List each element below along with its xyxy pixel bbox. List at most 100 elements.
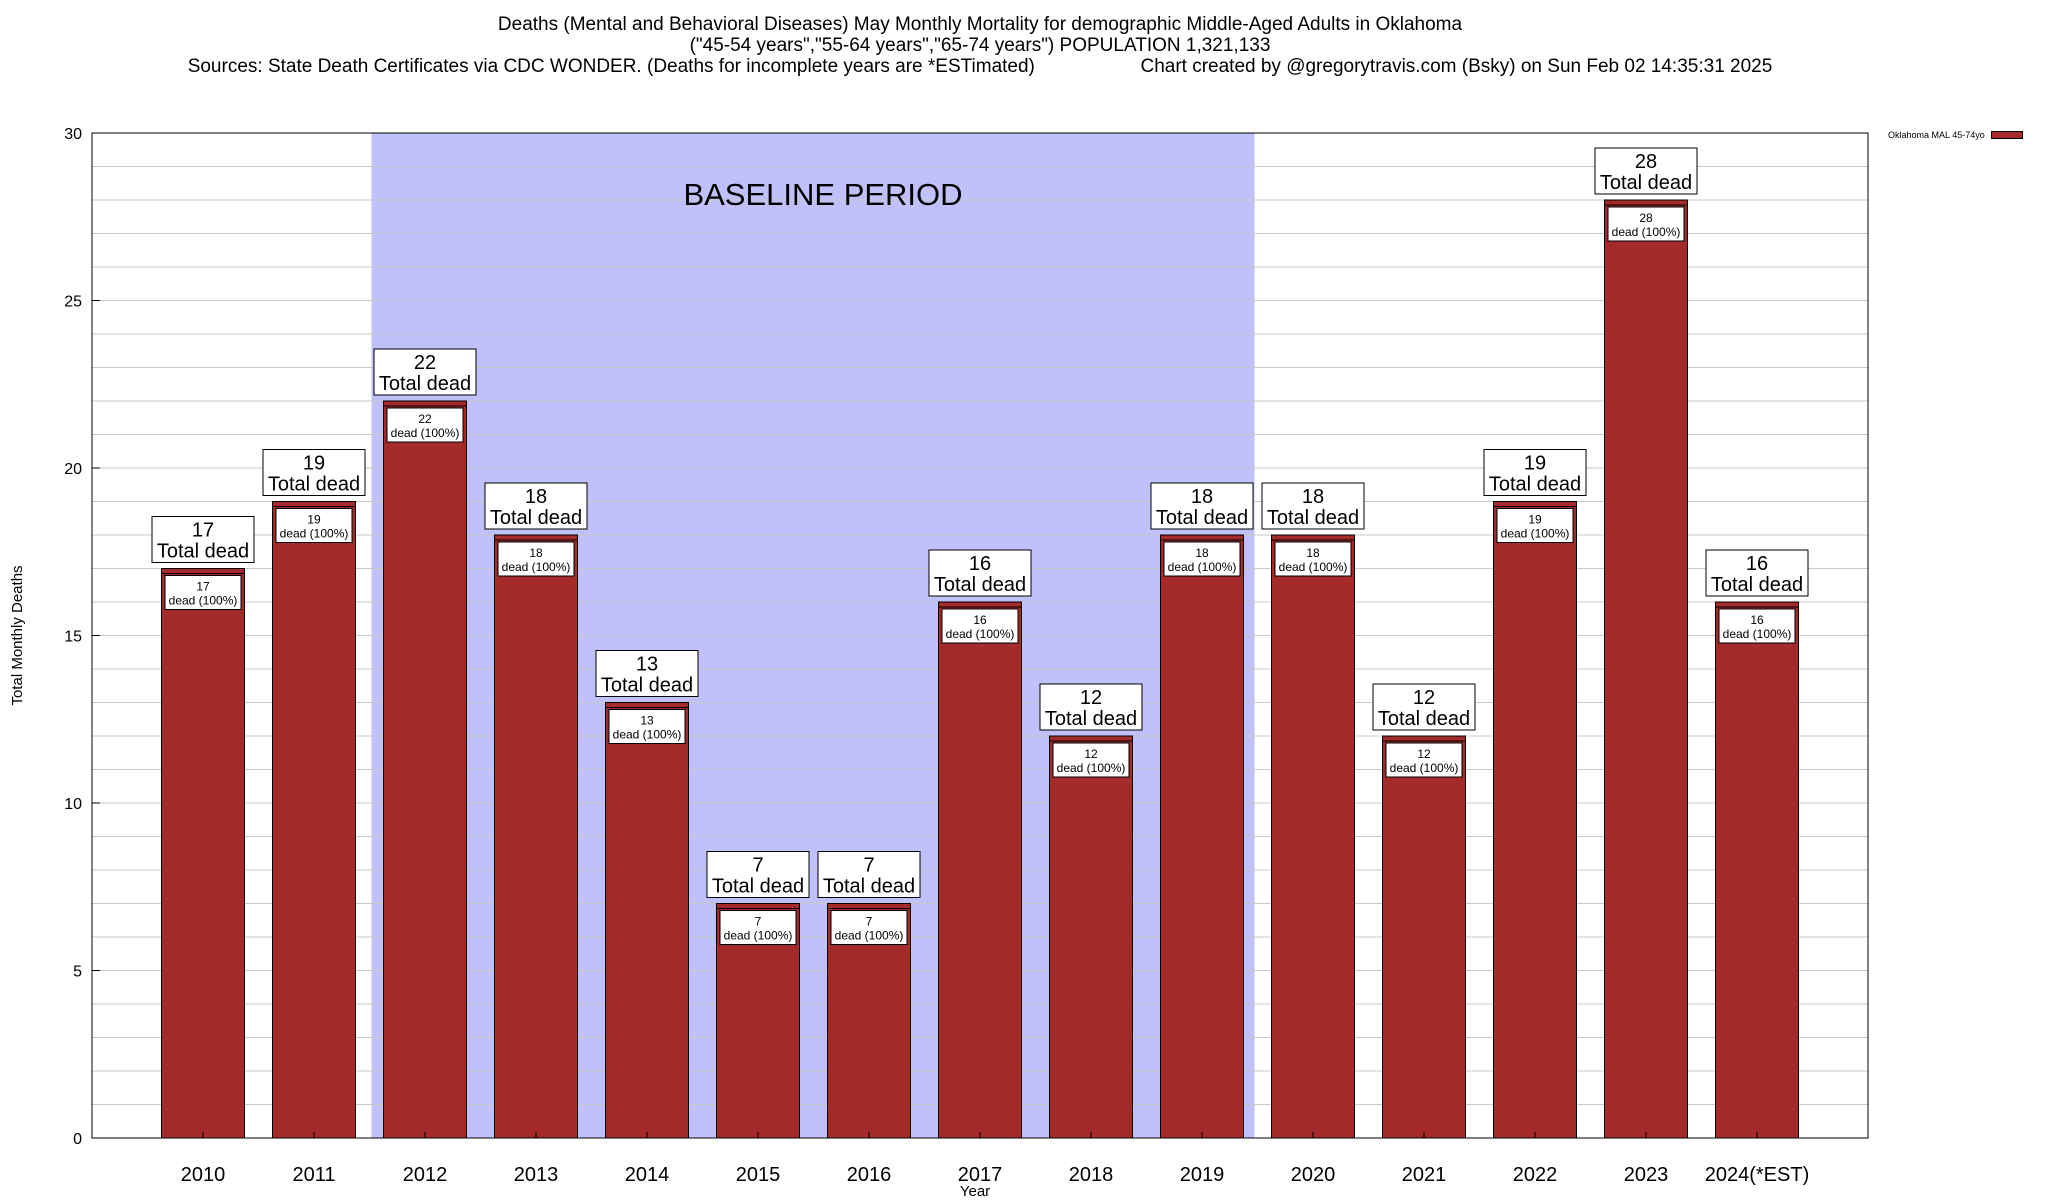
inner-label-box [830, 910, 908, 945]
y-tick-label: 20 [64, 461, 82, 478]
inner-label-box [1274, 541, 1352, 577]
inner-label-box [1496, 508, 1574, 543]
inner-label-value: 16 [973, 613, 987, 627]
top-label-text: Total dead [490, 507, 582, 529]
top-label-value: 18 [1302, 486, 1324, 508]
top-label-value: 7 [752, 855, 763, 877]
x-tick-label: 2012 [403, 1164, 448, 1186]
top-label-value: 16 [1746, 553, 1768, 575]
inner-label-text: dead (100%) [169, 594, 238, 608]
inner-label-value: 28 [1639, 211, 1653, 225]
top-label-box [151, 516, 255, 563]
inner-label-value: 18 [1306, 546, 1320, 560]
x-tick-label: 2018 [1069, 1164, 1114, 1186]
x-axis-label: Year [960, 1183, 990, 1200]
inner-label-value: 13 [640, 714, 654, 728]
top-label-text: Total dead [1267, 507, 1359, 529]
top-label-text: Total dead [1711, 574, 1803, 596]
inner-label-text: dead (100%) [1390, 761, 1459, 775]
top-label-text: Total dead [379, 373, 471, 395]
top-label-text: Total dead [1489, 474, 1581, 496]
inner-label-value: 7 [755, 915, 762, 929]
chart-credit: Chart created by @gregorytravis.com (Bsk… [1140, 56, 1773, 77]
bar [1049, 735, 1133, 1139]
top-label-value: 18 [1191, 486, 1213, 508]
inner-label-text: dead (100%) [946, 627, 1015, 641]
inner-label-value: 22 [418, 412, 432, 426]
inner-label-value: 7 [866, 915, 873, 929]
chart-title: Deaths (Mental and Behavioral Diseases) … [497, 14, 1463, 35]
legend: Oklahoma MAL 45-74yo [1888, 130, 2023, 140]
top-label-value: 19 [303, 453, 325, 475]
top-label-text: Total dead [823, 876, 915, 898]
top-label-value: 13 [636, 654, 658, 676]
x-tick-label: 2011 [292, 1164, 335, 1186]
top-label-value: 28 [1635, 151, 1657, 173]
legend-swatch [1990, 131, 2023, 139]
inner-label-text: dead (100%) [1612, 225, 1681, 239]
top-label-value: 7 [863, 855, 874, 877]
x-tick-label: 2024(*EST) [1705, 1164, 1810, 1186]
x-tick-label: 2014 [625, 1164, 670, 1186]
top-label-box [1261, 482, 1365, 530]
y-tick-label: 5 [73, 964, 82, 981]
inner-label-text: dead (100%) [613, 728, 682, 742]
chart-subtitle: ("45-54 years","55-64 years","65-74 year… [689, 35, 1271, 56]
inner-label-box [1163, 541, 1241, 577]
x-tick-label: 2010 [181, 1164, 226, 1186]
y-tick-label: 30 [64, 126, 82, 143]
top-label-box [1705, 549, 1809, 597]
top-label-text: Total dead [1600, 172, 1692, 194]
inner-label-text: dead (100%) [1057, 761, 1126, 775]
inner-label-box [941, 608, 1019, 644]
inner-label-text: dead (100%) [1501, 527, 1570, 541]
top-label-value: 19 [1524, 453, 1546, 475]
baseline-label: BASELINE PERIOD [683, 177, 962, 212]
inner-label-box [1052, 742, 1130, 778]
inner-label-text: dead (100%) [1168, 560, 1237, 574]
y-tick-label: 0 [73, 1131, 82, 1148]
x-tick-label: 2017 [958, 1164, 1003, 1186]
inner-label-text: dead (100%) [391, 426, 460, 440]
inner-label-value: 19 [1528, 513, 1542, 527]
inner-label-box [1607, 206, 1685, 242]
y-tick-label: 15 [64, 629, 82, 646]
top-label-value: 12 [1080, 687, 1102, 709]
bar [605, 702, 689, 1139]
top-label-value: 12 [1413, 687, 1435, 709]
top-label-value: 22 [414, 352, 436, 374]
top-label-box [1150, 482, 1254, 530]
inner-label-box [1718, 608, 1796, 644]
bar [1715, 601, 1799, 1139]
inner-label-value: 17 [196, 580, 210, 594]
top-label-value: 17 [192, 520, 214, 542]
bar [1382, 735, 1466, 1139]
inner-label-text: dead (100%) [835, 929, 904, 943]
bar [161, 568, 245, 1139]
top-label-box [1483, 449, 1587, 496]
top-label-box [262, 449, 366, 496]
top-label-text: Total dead [157, 541, 249, 563]
bar [1604, 199, 1688, 1139]
inner-label-box [719, 910, 797, 945]
bar [1271, 534, 1355, 1139]
x-tick-label: 2022 [1513, 1164, 1558, 1186]
inner-label-box [386, 407, 464, 443]
x-tick-label: 2015 [736, 1164, 781, 1186]
top-label-box [1594, 147, 1698, 195]
bar [938, 601, 1022, 1139]
x-tick-label: 2016 [847, 1164, 892, 1186]
y-tick-label: 25 [64, 294, 82, 311]
inner-label-value: 16 [1750, 613, 1764, 627]
top-label-box [1372, 683, 1476, 731]
top-label-box [1039, 683, 1143, 731]
chart-title-block: Deaths (Mental and Behavioral Diseases) … [0, 14, 1960, 77]
x-tick-label: 2021 [1402, 1164, 1447, 1186]
inner-label-value: 18 [1195, 546, 1209, 560]
x-tick-label: 2019 [1180, 1164, 1225, 1186]
top-label-text: Total dead [268, 474, 360, 496]
bar [272, 501, 356, 1139]
top-label-box [595, 650, 699, 697]
inner-label-text: dead (100%) [724, 929, 793, 943]
